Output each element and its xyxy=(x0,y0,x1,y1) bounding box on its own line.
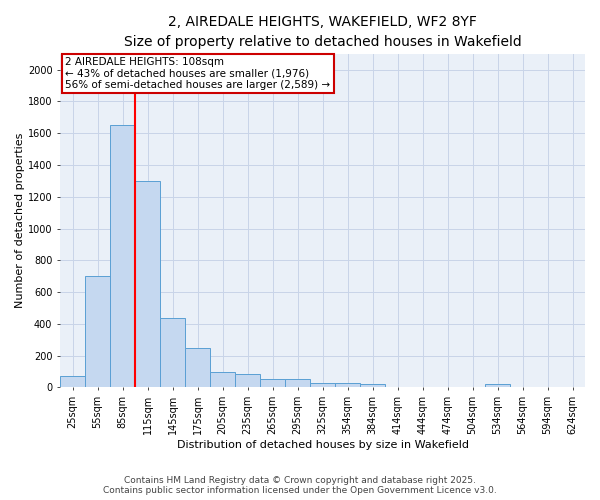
Bar xyxy=(360,384,385,388)
Title: 2, AIREDALE HEIGHTS, WAKEFIELD, WF2 8YF
Size of property relative to detached ho: 2, AIREDALE HEIGHTS, WAKEFIELD, WF2 8YF … xyxy=(124,15,521,48)
X-axis label: Distribution of detached houses by size in Wakefield: Distribution of detached houses by size … xyxy=(176,440,469,450)
Bar xyxy=(60,376,85,388)
Bar xyxy=(235,374,260,388)
Bar xyxy=(135,181,160,388)
Bar xyxy=(85,276,110,388)
Bar xyxy=(260,380,285,388)
Text: 2 AIREDALE HEIGHTS: 108sqm
← 43% of detached houses are smaller (1,976)
56% of s: 2 AIREDALE HEIGHTS: 108sqm ← 43% of deta… xyxy=(65,57,331,90)
Bar xyxy=(210,372,235,388)
Bar xyxy=(160,318,185,388)
Text: Contains HM Land Registry data © Crown copyright and database right 2025.
Contai: Contains HM Land Registry data © Crown c… xyxy=(103,476,497,495)
Y-axis label: Number of detached properties: Number of detached properties xyxy=(15,133,25,308)
Bar xyxy=(485,384,510,388)
Bar xyxy=(110,126,135,388)
Bar xyxy=(285,380,310,388)
Bar xyxy=(335,384,360,388)
Bar xyxy=(185,348,210,388)
Bar xyxy=(310,382,335,388)
